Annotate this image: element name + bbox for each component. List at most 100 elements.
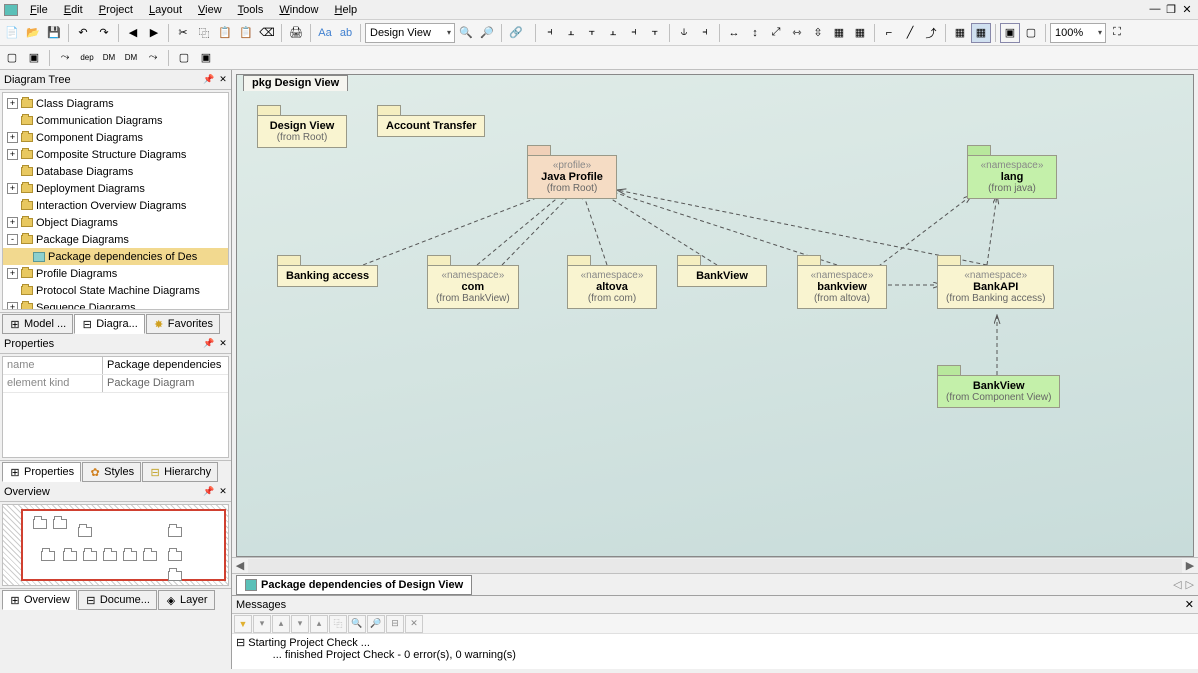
replace-button[interactable]: ab xyxy=(336,23,356,43)
msg-copy-button[interactable]: ⿻ xyxy=(329,615,347,633)
menu-tools[interactable]: Tools xyxy=(230,2,272,18)
package-node[interactable]: Banking access xyxy=(277,255,378,287)
layer-button[interactable]: ▣ xyxy=(1000,23,1020,43)
tree-item[interactable]: +Sequence Diagrams xyxy=(3,299,228,310)
package-node[interactable]: «namespace»BankAPI(from Banking access) xyxy=(937,255,1054,309)
properties-grid[interactable]: namePackage dependencieselement kindPack… xyxy=(2,356,229,458)
menu-help[interactable]: Help xyxy=(327,2,366,18)
msg-clear-button[interactable]: ⊟ xyxy=(386,615,404,633)
copy-button[interactable]: ⿻ xyxy=(194,23,214,43)
menu-window[interactable]: Window xyxy=(271,2,326,18)
tool-imp-button[interactable]: dep xyxy=(77,48,97,68)
msg-next-button[interactable]: ▾ xyxy=(253,615,271,633)
msg-filter-button[interactable]: ▼ xyxy=(234,615,252,633)
grid2-button[interactable]: ▦ xyxy=(850,23,870,43)
close-icon[interactable]: ✕ xyxy=(1180,2,1194,16)
tab-prev-icon[interactable]: ◁ xyxy=(1173,578,1181,591)
align-right-button[interactable]: ⫟ xyxy=(582,23,602,43)
prev-button[interactable]: ◀ xyxy=(123,23,143,43)
fit-button[interactable]: ⛶ xyxy=(1107,23,1127,43)
find-all-button[interactable]: 🔍 xyxy=(456,23,476,43)
package-node[interactable]: «namespace»lang(from java) xyxy=(967,145,1057,199)
zoom-dropdown[interactable]: 100% xyxy=(1050,23,1106,43)
tool-dep-button[interactable]: ⤳ xyxy=(55,48,75,68)
package-node[interactable]: «namespace»com(from BankView) xyxy=(427,255,519,309)
tool-app-button[interactable]: ▣ xyxy=(196,48,216,68)
package-node[interactable]: BankView xyxy=(677,255,767,287)
open-button[interactable]: 📂 xyxy=(23,23,43,43)
line3-button[interactable]: ⤴ xyxy=(921,23,941,43)
tree-item[interactable]: +Class Diagrams xyxy=(3,95,228,112)
line1-button[interactable]: ⌐ xyxy=(879,23,899,43)
menu-edit[interactable]: Edit xyxy=(56,2,91,18)
dist-h-button[interactable]: ⫝ xyxy=(674,23,694,43)
tree-item[interactable]: Protocol State Machine Diagrams xyxy=(3,282,228,299)
find-button[interactable]: Aa xyxy=(315,23,335,43)
restore-icon[interactable]: ❐ xyxy=(1164,2,1178,16)
overview-canvas[interactable] xyxy=(2,504,229,586)
close-messages-icon[interactable]: ✕ xyxy=(1185,598,1194,611)
doc-tab-active[interactable]: Package dependencies of Design View xyxy=(236,575,472,595)
paste2-button[interactable]: 📋 xyxy=(236,23,256,43)
redo-button[interactable]: ↷ xyxy=(94,23,114,43)
save-button[interactable]: 💾 xyxy=(44,23,64,43)
diagram-canvas[interactable]: pkg Design View Design View(from Root)Ac… xyxy=(236,74,1194,557)
undo-button[interactable]: ↶ xyxy=(73,23,93,43)
print-button[interactable]: 🖨 xyxy=(286,23,306,43)
package-node[interactable]: «profile»Java Profile(from Root) xyxy=(527,145,617,199)
size-w-button[interactable]: ↔ xyxy=(724,23,744,43)
menu-layout[interactable]: Layout xyxy=(141,2,190,18)
close-panel-icon[interactable]: ✕ xyxy=(217,74,229,86)
space-v-button[interactable]: ⇳ xyxy=(808,23,828,43)
tab-documentation[interactable]: ⊟Docume... xyxy=(78,590,157,610)
tab-diagram-tree[interactable]: ⊟Diagra... xyxy=(74,314,145,334)
package-node[interactable]: BankView(from Component View) xyxy=(937,365,1060,408)
tree-item[interactable]: +Composite Structure Diagrams xyxy=(3,146,228,163)
msg-find2-button[interactable]: 🔎 xyxy=(367,615,385,633)
menu-view[interactable]: View xyxy=(190,2,230,18)
msg-down-button[interactable]: ▾ xyxy=(291,615,309,633)
link-button[interactable]: 🔗 xyxy=(506,23,526,43)
tree-item[interactable]: +Object Diagrams xyxy=(3,214,228,231)
tree-item[interactable]: +Component Diagrams xyxy=(3,129,228,146)
next-button[interactable]: ▶ xyxy=(144,23,164,43)
line2-button[interactable]: ╱ xyxy=(900,23,920,43)
tree-item[interactable]: Database Diagrams xyxy=(3,163,228,180)
tool-use-button[interactable]: ⤳ xyxy=(143,48,163,68)
align-bottom-button[interactable]: ⫟ xyxy=(645,23,665,43)
align-middle-button[interactable]: ⫞ xyxy=(624,23,644,43)
pin-icon[interactable]: 📌 xyxy=(203,74,215,86)
tab-hierarchy[interactable]: ⊟Hierarchy xyxy=(142,462,218,482)
grid-button[interactable]: ▦ xyxy=(829,23,849,43)
menu-file[interactable]: File xyxy=(22,2,56,18)
paste-button[interactable]: 📋 xyxy=(215,23,235,43)
tool-merge-button[interactable]: DM xyxy=(121,48,141,68)
tab-layer[interactable]: ◈Layer xyxy=(158,590,215,610)
align-center-h-button[interactable]: ⫠ xyxy=(561,23,581,43)
tab-overview[interactable]: ⊞Overview xyxy=(2,590,77,610)
msg-delete-button[interactable]: ✕ xyxy=(405,615,423,633)
tab-model-tree[interactable]: ⊞Model ... xyxy=(2,314,73,334)
tool-pkg2-button[interactable]: ▣ xyxy=(24,48,44,68)
align-top-button[interactable]: ⫠ xyxy=(603,23,623,43)
find-next-button[interactable]: 🔎 xyxy=(477,23,497,43)
tab-styles[interactable]: ✿Styles xyxy=(82,462,141,482)
layout1-button[interactable]: ▦ xyxy=(950,23,970,43)
layer2-button[interactable]: ▢ xyxy=(1021,23,1041,43)
tab-next-icon[interactable]: ▷ xyxy=(1186,578,1194,591)
package-node[interactable]: «namespace»altova(from com) xyxy=(567,255,657,309)
tool-pkg-button[interactable]: ▢ xyxy=(2,48,22,68)
pin-icon[interactable]: 📌 xyxy=(203,338,215,350)
size-wh-button[interactable]: ⤢ xyxy=(766,23,786,43)
align-left-button[interactable]: ⫞ xyxy=(540,23,560,43)
pin-icon[interactable]: 📌 xyxy=(203,486,215,498)
tab-favorites[interactable]: ✸Favorites xyxy=(146,314,220,334)
horizontal-scrollbar[interactable]: ◀▶ xyxy=(232,557,1198,573)
msg-prev-button[interactable]: ▴ xyxy=(272,615,290,633)
size-h-button[interactable]: ↕ xyxy=(745,23,765,43)
delete-button[interactable]: ⌫ xyxy=(257,23,277,43)
property-row[interactable]: namePackage dependencies xyxy=(3,357,228,375)
package-node[interactable]: «namespace»bankview(from altova) xyxy=(797,255,887,309)
tree-item[interactable]: Package dependencies of Des xyxy=(3,248,228,265)
view-dropdown[interactable]: Design View xyxy=(365,23,455,43)
